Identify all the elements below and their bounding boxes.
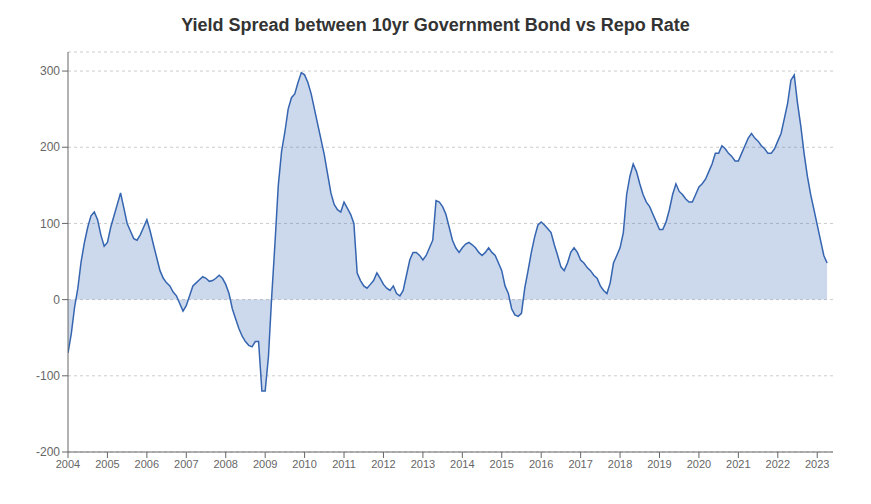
svg-text:2004: 2004 (56, 458, 80, 470)
svg-text:100: 100 (40, 217, 60, 231)
svg-text:2006: 2006 (135, 458, 159, 470)
svg-text:2010: 2010 (292, 458, 316, 470)
svg-text:2015: 2015 (490, 458, 514, 470)
svg-text:2022: 2022 (766, 458, 790, 470)
svg-text:2017: 2017 (568, 458, 592, 470)
svg-text:300: 300 (40, 64, 60, 78)
svg-text:2014: 2014 (450, 458, 474, 470)
svg-text:2013: 2013 (411, 458, 435, 470)
svg-text:2018: 2018 (608, 458, 632, 470)
svg-text:2007: 2007 (174, 458, 198, 470)
svg-text:2005: 2005 (95, 458, 119, 470)
svg-text:0: 0 (53, 293, 60, 307)
svg-text:2019: 2019 (647, 458, 671, 470)
html-text:Yield Spread between 10yr Gove: Yield Spread between 10yr Government Bon… (181, 15, 690, 35)
svg-text:2016: 2016 (529, 458, 553, 470)
svg-text:2021: 2021 (726, 458, 750, 470)
svg-text:200: 200 (40, 140, 60, 154)
svg-text:2023: 2023 (805, 458, 829, 470)
svg-text:2011: 2011 (332, 458, 356, 470)
svg-text:2009: 2009 (253, 458, 277, 470)
svg-text:2012: 2012 (371, 458, 395, 470)
svg-text:-100: -100 (36, 369, 60, 383)
svg-text:2020: 2020 (687, 458, 711, 470)
svg-text:2008: 2008 (213, 458, 237, 470)
svg-text:-200: -200 (36, 445, 60, 459)
